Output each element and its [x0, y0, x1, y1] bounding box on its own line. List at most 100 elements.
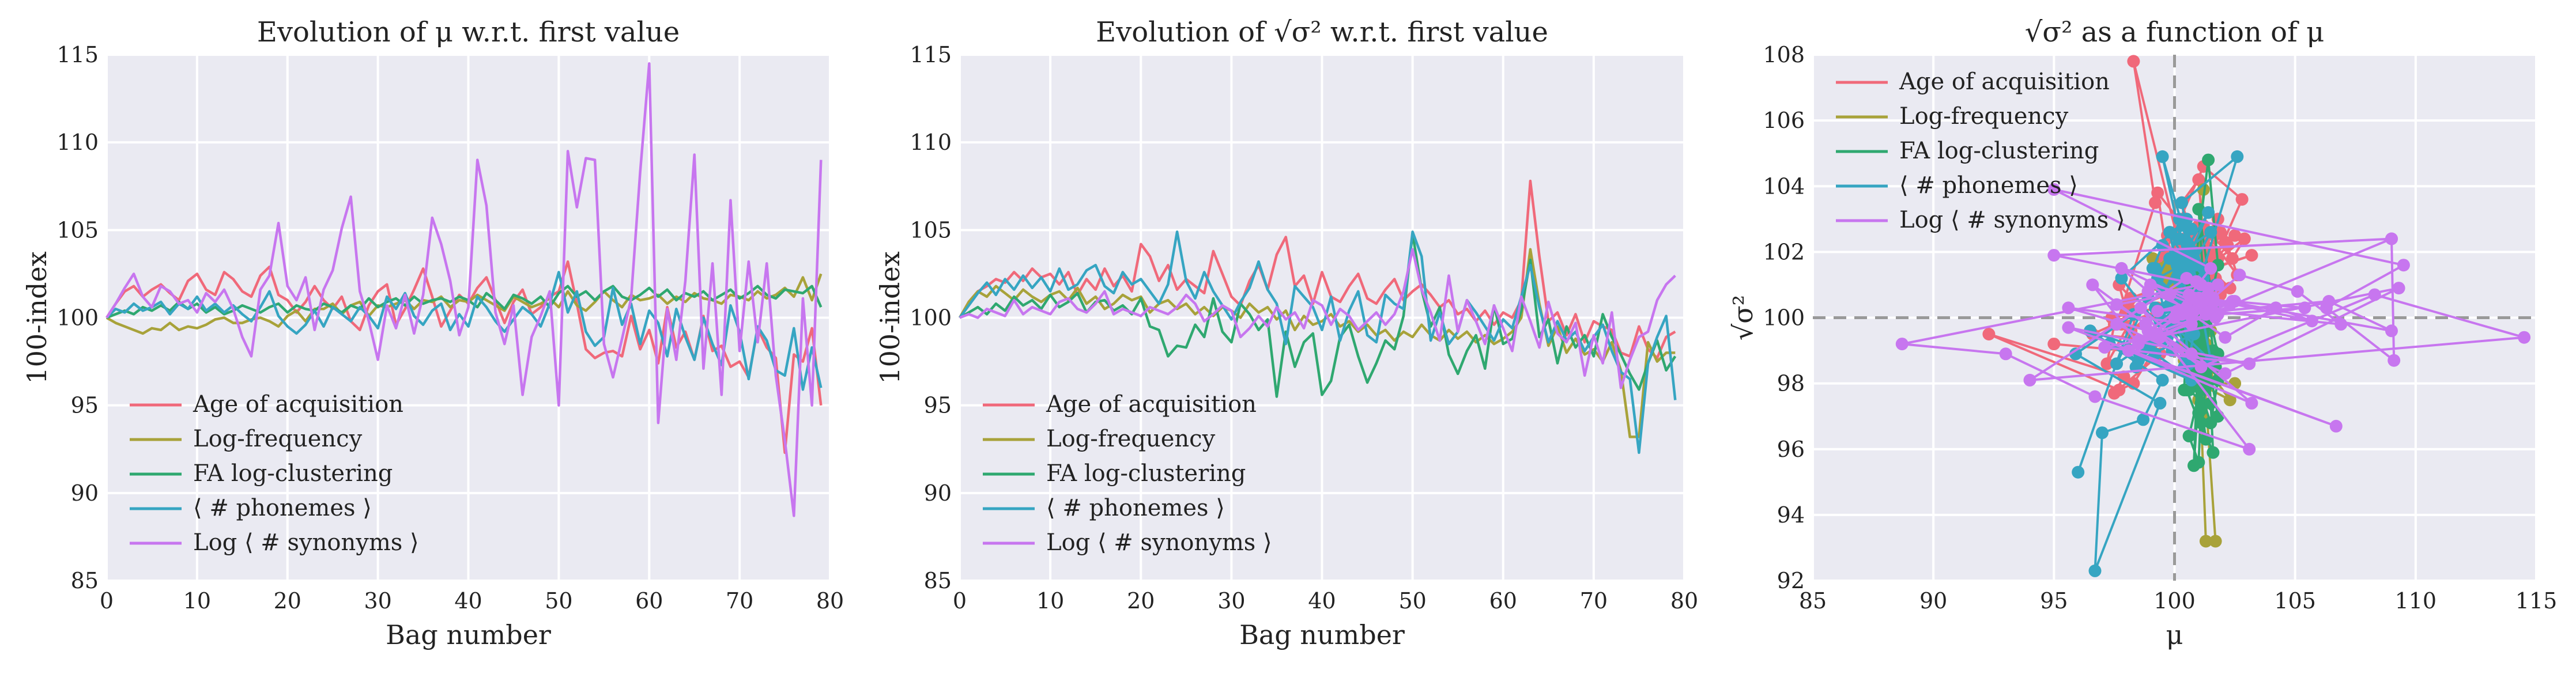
data-point	[2243, 442, 2256, 456]
data-point	[2233, 268, 2246, 282]
data-point	[2202, 153, 2215, 166]
legend-entry: Age of acquisition	[1899, 69, 2110, 95]
y-tick-label: 94	[1777, 502, 1805, 528]
legend: Age of acquisition Log-frequency FA log-cl…	[1836, 69, 2125, 233]
legend-entry: Log-frequency	[1899, 103, 2069, 130]
y-tick-label: 110	[56, 130, 99, 155]
data-point	[2047, 249, 2061, 262]
legend-entry: Log ⟨ # synonyms ⟩	[193, 529, 419, 556]
data-point	[2144, 278, 2157, 291]
scatter-series	[1895, 55, 2531, 577]
x-tick-label: 80	[1670, 588, 1698, 614]
data-point	[2226, 252, 2239, 265]
data-point	[2115, 272, 2128, 285]
y-tick-label: 95	[924, 393, 952, 418]
data-point	[2088, 564, 2102, 577]
series-line-syn	[959, 248, 1676, 389]
y-tick-label: 110	[910, 130, 952, 155]
data-point	[2170, 305, 2183, 318]
data-point	[2329, 419, 2343, 433]
chart-panel-1: 0 10 20 30 40 50 60 70 80 85 90 95 100 105 110 115 Evolu…	[21, 16, 844, 650]
data-point	[2107, 387, 2121, 400]
y-axis-label: 100-index	[874, 251, 906, 384]
data-point	[2156, 373, 2169, 387]
data-point	[2047, 338, 2061, 351]
x-tick-label: 20	[1127, 588, 1155, 614]
data-point	[2115, 262, 2128, 275]
data-point	[2334, 317, 2348, 331]
data-point	[2185, 222, 2198, 236]
data-point	[2170, 259, 2183, 272]
data-point	[2518, 331, 2531, 344]
y-tick-label: 105	[910, 217, 952, 243]
x-tick-label: 10	[183, 588, 211, 614]
legend: Age of acquisition Log-frequency FA log-cl…	[130, 391, 419, 556]
chart-title: √σ² as a function of μ	[2025, 16, 2325, 48]
data-point	[2194, 396, 2208, 410]
data-point	[2153, 396, 2167, 410]
data-point	[2199, 535, 2212, 548]
y-tick-label: 106	[1763, 108, 1805, 133]
data-point	[2110, 357, 2124, 370]
chart-title: Evolution of √σ² w.r.t. first value	[1096, 16, 1548, 48]
data-point	[2245, 396, 2258, 410]
data-point	[2199, 308, 2212, 321]
data-point	[2204, 262, 2217, 275]
legend-entry: FA log-clustering	[1899, 138, 2099, 164]
data-point	[2194, 416, 2208, 430]
data-point	[2199, 291, 2212, 305]
legend-entry: ⟨ # phonemes ⟩	[1046, 495, 1225, 521]
data-point	[2291, 285, 2304, 298]
data-point	[2231, 150, 2244, 163]
y-tick-label: 102	[1763, 239, 1805, 264]
data-point	[2072, 465, 2085, 479]
series-line-freq	[105, 273, 823, 335]
x-tick-label: 0	[100, 588, 114, 614]
data-point	[1895, 338, 1909, 351]
x-tick-label: 30	[364, 588, 391, 614]
data-point	[2305, 315, 2318, 328]
data-point	[2175, 196, 2188, 209]
data-point	[2192, 203, 2205, 216]
x-tick-label: 40	[454, 588, 482, 614]
legend-entry: ⟨ # phonemes ⟩	[193, 495, 372, 521]
legend-entry: Age of acquisition	[1046, 391, 1257, 418]
series-lines	[105, 62, 823, 517]
chart-panel-2: 0 10 20 30 40 50 60 70 80 85 90 95 100 105 110 115 Evolu…	[874, 16, 1698, 650]
data-point	[2185, 317, 2198, 331]
data-point	[2214, 226, 2227, 239]
y-axis-label: √σ²	[1728, 295, 1759, 340]
x-tick-label: 20	[274, 588, 301, 614]
legend-entry: Log-frequency	[1046, 426, 1216, 452]
chart-title: Evolution of μ w.r.t. first value	[257, 16, 680, 48]
data-point	[2219, 367, 2232, 380]
y-tick-label: 85	[924, 568, 952, 593]
x-tick-label: 30	[1217, 588, 1245, 614]
data-point	[2385, 232, 2398, 245]
data-point	[2385, 324, 2398, 338]
data-point	[2182, 288, 2196, 301]
x-tick-label: 100	[2153, 588, 2196, 614]
legend-entry: FA log-clustering	[193, 460, 393, 487]
y-tick-label: 115	[910, 42, 952, 67]
data-point	[2137, 413, 2150, 426]
x-axis-label: Bag number	[1239, 619, 1405, 650]
y-tick-label: 100	[56, 305, 99, 331]
legend: Age of acquisition Log-frequency FA log-cl…	[983, 391, 1272, 556]
data-point	[2209, 535, 2222, 548]
data-point	[2204, 226, 2217, 239]
x-tick-label: 70	[1580, 588, 1608, 614]
y-tick-label: 98	[1777, 371, 1805, 396]
data-point	[2132, 338, 2145, 351]
data-point	[2110, 317, 2124, 331]
data-point	[2221, 239, 2234, 252]
data-point	[2397, 259, 2410, 272]
legend-entry: Log-frequency	[193, 426, 363, 452]
legend-entry: Log ⟨ # synonyms ⟩	[1899, 207, 2125, 233]
data-point	[2163, 288, 2177, 301]
data-point	[2211, 278, 2224, 291]
data-point	[2192, 407, 2205, 419]
data-point	[2098, 340, 2111, 354]
data-point	[2023, 373, 2036, 387]
data-point	[2151, 186, 2164, 199]
